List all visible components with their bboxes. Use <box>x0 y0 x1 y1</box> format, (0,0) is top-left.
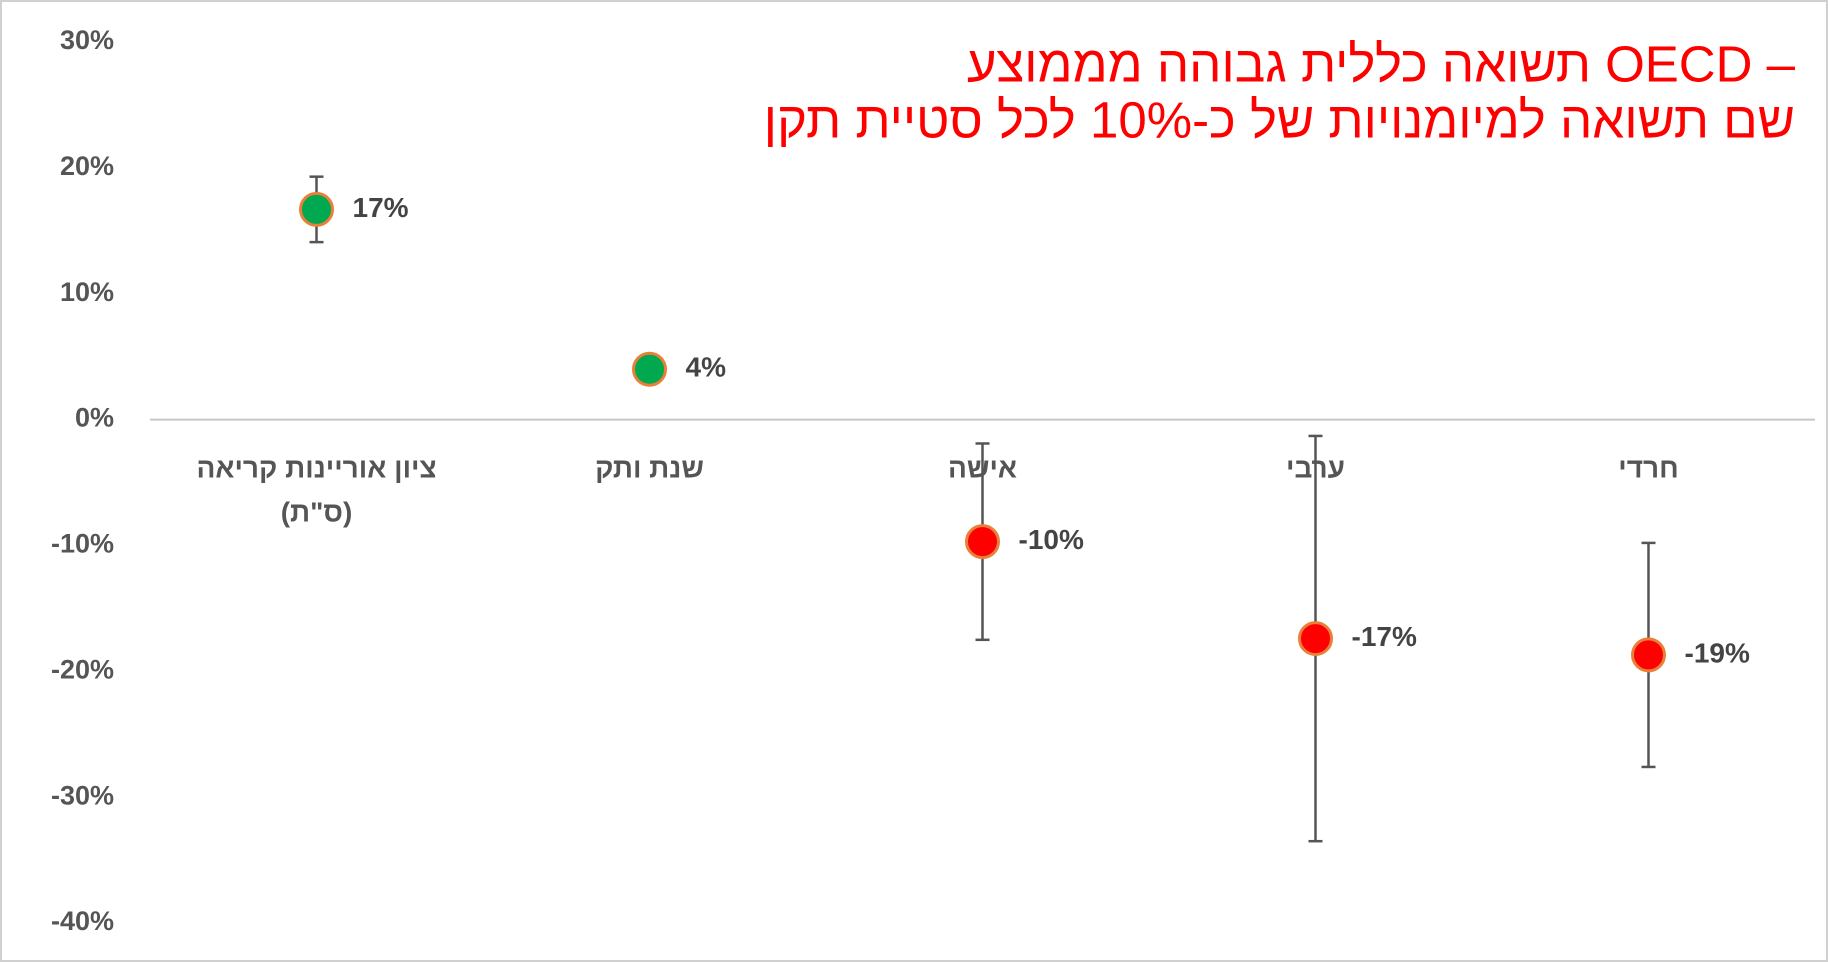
y-tick-label: -20% <box>51 654 114 684</box>
data-label: -10% <box>1019 524 1084 555</box>
y-tick-label: -10% <box>51 529 114 559</box>
x-tick-label: שנת ותק <box>595 452 704 483</box>
data-label: 17% <box>353 192 409 223</box>
data-label: -19% <box>1685 637 1750 668</box>
y-tick-label: 30% <box>60 25 114 55</box>
marker <box>1631 637 1666 673</box>
chart-title: שם תשואה למיומנויות של כ-10% לכל סטיית ת… <box>764 91 1795 148</box>
marker <box>965 524 1000 560</box>
y-tick-label: 20% <box>60 151 114 181</box>
data-label: 4% <box>686 352 727 383</box>
x-tick-label: ציון אוריינות קריאה <box>196 452 436 483</box>
y-tick-label: -40% <box>51 906 114 936</box>
y-tick-label: 10% <box>60 277 114 307</box>
y-tick-label: -30% <box>51 780 114 810</box>
data-label: -17% <box>1352 621 1417 652</box>
x-tick-label: (ס"ת) <box>281 496 353 527</box>
y-tick-label: 0% <box>75 403 114 433</box>
marker <box>1298 621 1333 657</box>
marker <box>632 351 667 387</box>
x-tick-label: חרדי <box>1618 452 1678 483</box>
chart-title: תשואה כללית גבוהה מממוצע OECD – <box>967 35 1796 92</box>
marker <box>299 191 334 227</box>
